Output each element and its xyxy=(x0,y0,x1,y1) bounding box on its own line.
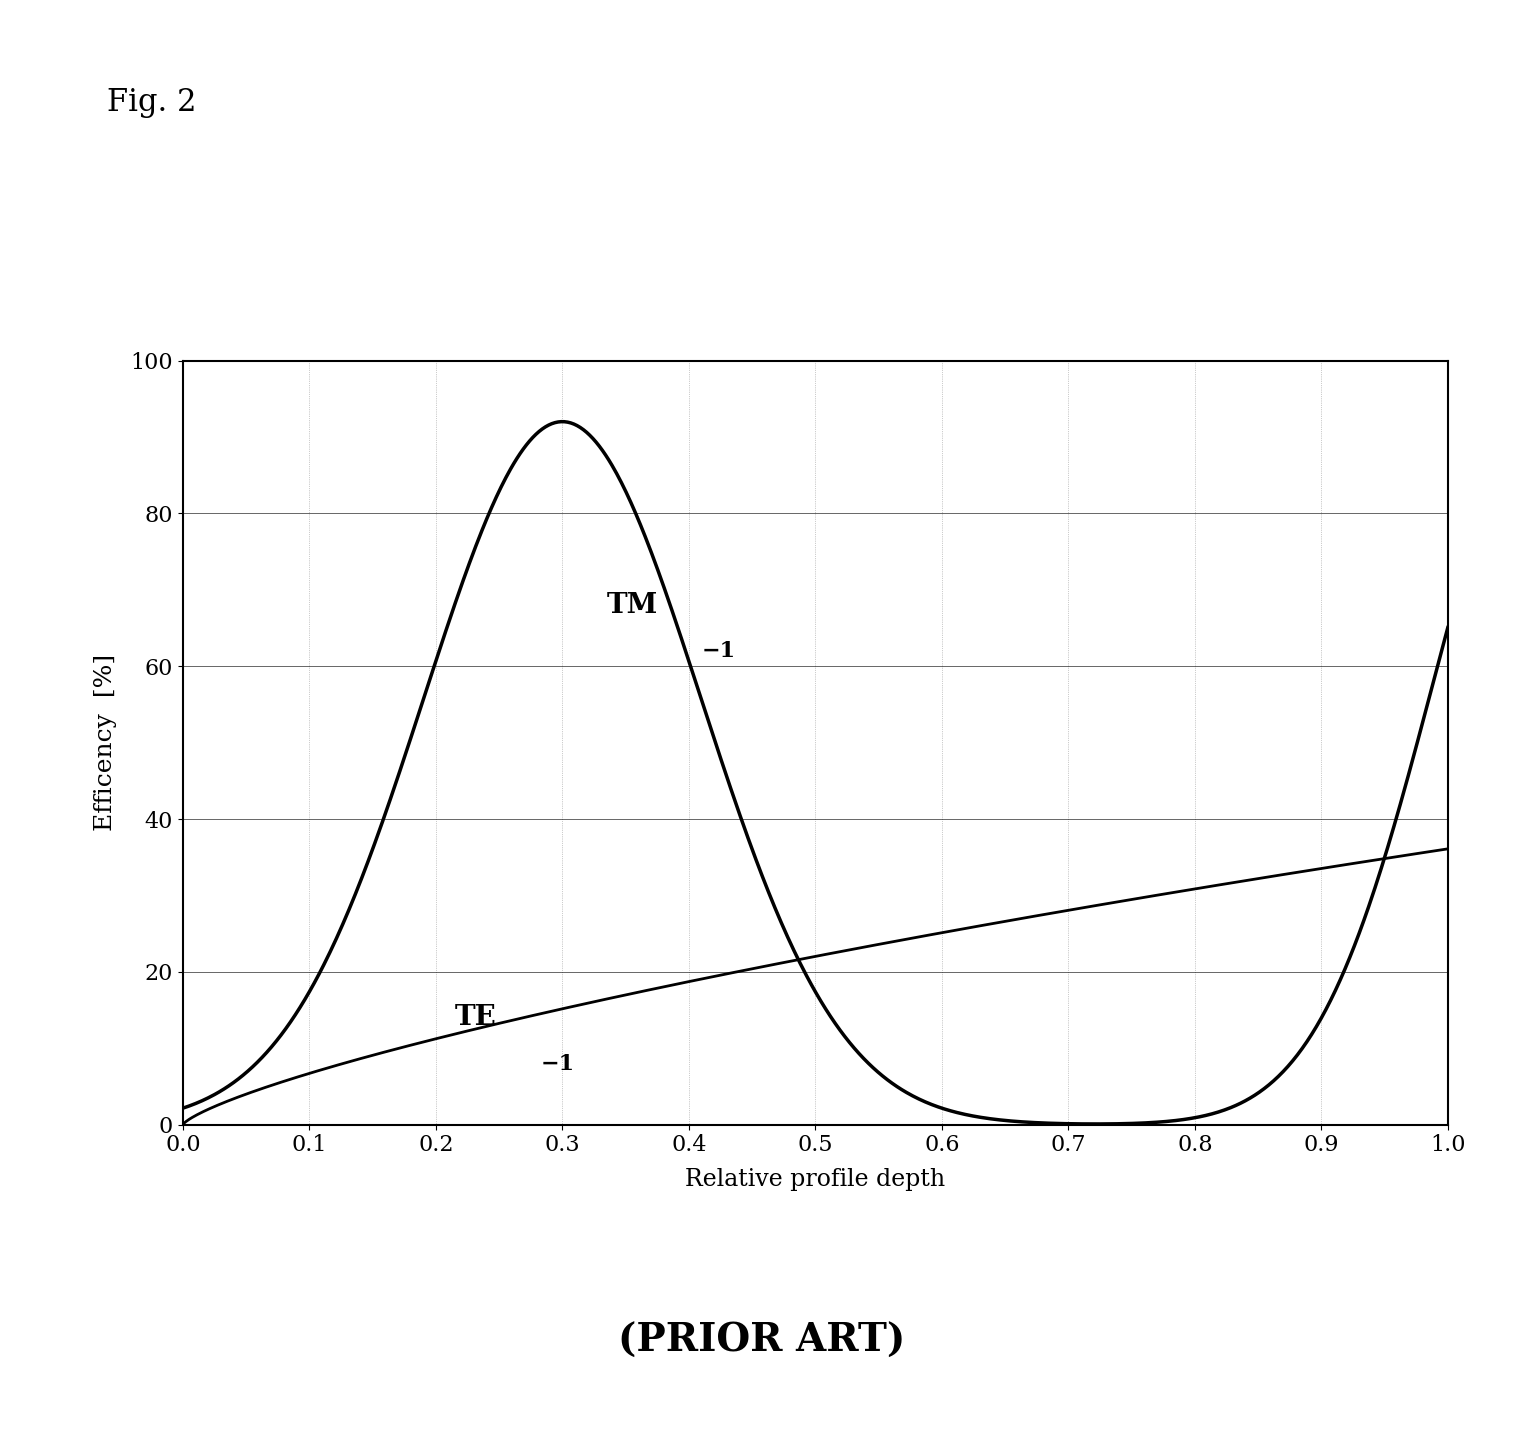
Text: −1: −1 xyxy=(701,640,736,662)
Text: TM: TM xyxy=(607,591,658,619)
Text: TE: TE xyxy=(454,1004,497,1031)
Y-axis label: Efficency  [%]: Efficency [%] xyxy=(93,655,117,831)
Text: −1: −1 xyxy=(541,1053,575,1074)
Text: (PRIOR ART): (PRIOR ART) xyxy=(619,1322,905,1360)
X-axis label: Relative profile depth: Relative profile depth xyxy=(686,1168,945,1191)
Text: Fig. 2: Fig. 2 xyxy=(107,87,197,117)
